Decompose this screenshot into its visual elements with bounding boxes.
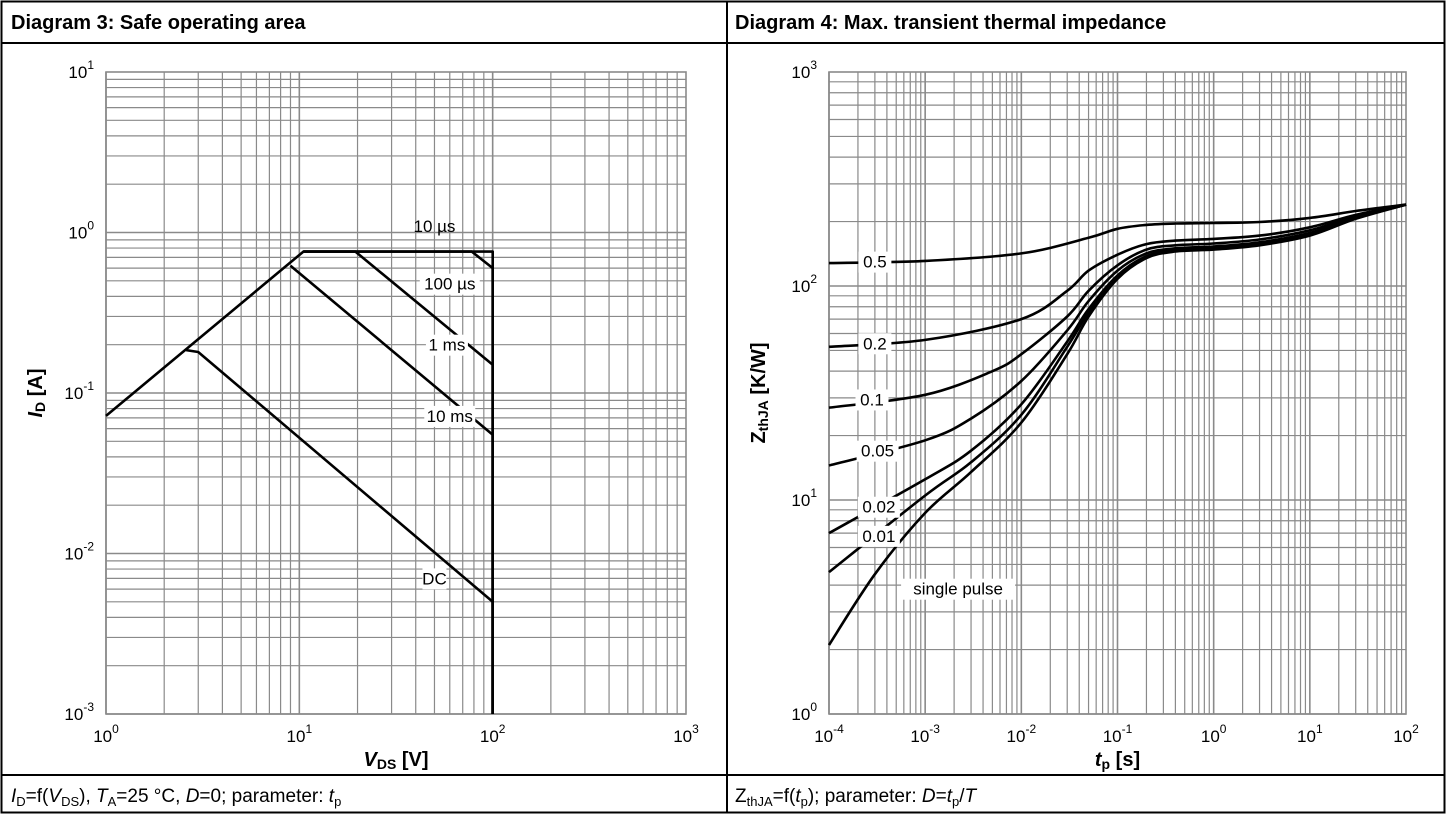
zth-curve-labels: 0.5 0.2 0.1 0.05 0.02 0.01 single pulse: [855, 251, 1016, 600]
soa-y-ticks: 10-3 10-2 10-1 100 101: [64, 58, 94, 724]
zth-x-ticks: 10-4 10-3 10-2 10-1 100 101 102: [814, 722, 1419, 746]
zth-y-axis-title: ZthJA [K/W]: [748, 342, 771, 443]
diagram-4-caption: ZthJA=f(tp); parameter: D=tp/T: [735, 786, 978, 809]
curve-0-1: [828, 203, 1407, 409]
curve-label-text: 0.01: [862, 527, 895, 546]
curve-label-backdrop: [424, 405, 476, 427]
curve-0-05: [828, 203, 1407, 467]
x-tick-label: 10-3: [910, 722, 940, 746]
x-tick-label: 101: [287, 722, 313, 746]
y-tick-label: 10-1: [64, 379, 94, 403]
curve-label-text: 0.1: [860, 390, 884, 409]
curve-label: 0.01: [857, 525, 900, 547]
zth-grid: [828, 71, 1407, 715]
x-tick-label: 102: [1393, 722, 1419, 746]
x-tick-label: 102: [480, 722, 506, 746]
curve-label-text: single pulse: [913, 580, 1003, 599]
y-tick-label: 101: [68, 58, 94, 82]
diagram-3-caption: ID=f(VDS), TA=25 °C, D=0; parameter: tp: [11, 786, 341, 809]
curve-label: 0.02: [857, 496, 900, 518]
curve-label: 0.05: [856, 440, 899, 462]
diagram-4-title: Diagram 4: Max. transient thermal impeda…: [735, 12, 1166, 34]
soa-grid: [105, 71, 687, 715]
curve-single-pulse: [827, 203, 1407, 646]
zth-x-axis-title: tp [s]: [1095, 749, 1140, 772]
y-tick-label: 101: [791, 486, 817, 510]
x-tick-label: 101: [1297, 722, 1323, 746]
soa-curves: [105, 250, 494, 714]
curve-label-text: 0.2: [863, 334, 887, 353]
curve-label-backdrop: [858, 333, 892, 355]
soa-chart: 10 µs 100 µs 1 ms 10 ms DC 100 101 102 103 10-3…: [25, 58, 699, 772]
curve-label-backdrop: [425, 334, 468, 356]
curve-label: single pulse: [901, 578, 1016, 600]
curve-label-text: 1 ms: [429, 336, 466, 355]
curve-label-text: 10 ms: [427, 407, 473, 426]
curve-label-backdrop: [856, 440, 899, 462]
curve-label: 0.2: [858, 333, 892, 355]
curve-label-backdrop: [857, 496, 900, 518]
curve-label: DC: [422, 568, 447, 590]
curve-label: 0.1: [855, 389, 889, 411]
curve-label: 100 µs: [419, 273, 480, 295]
diagram-3-title: Diagram 3: Safe operating area: [11, 12, 306, 34]
curve-label-backdrop: [422, 568, 447, 590]
curve-0-2: [828, 203, 1407, 349]
soa-x-axis-title: VDS [V]: [363, 749, 428, 772]
curve-label-backdrop: [901, 578, 1016, 600]
x-tick-label: 10-2: [1007, 722, 1037, 746]
x-tick-label: 103: [673, 722, 699, 746]
x-tick-label: 100: [1201, 722, 1227, 746]
zth-curves: [827, 203, 1407, 646]
curve-label: 10 µs: [413, 217, 455, 236]
curve-0-5: [828, 203, 1407, 265]
curve-label: 10 ms: [424, 405, 476, 427]
x-tick-label: 10-4: [814, 722, 844, 746]
curve-label: 1 ms: [425, 334, 468, 356]
curve-label-backdrop: [855, 389, 889, 411]
curve-label-text: 10 µs: [413, 217, 455, 236]
curve-label-backdrop: [419, 273, 480, 295]
x-tick-label: 10-1: [1103, 722, 1133, 746]
curve-label-text: 100 µs: [424, 275, 475, 294]
y-tick-label: 10-2: [64, 540, 94, 564]
curve-label-text: DC: [422, 569, 447, 588]
y-tick-label: 100: [791, 700, 817, 724]
soa-curve-labels: 10 µs 100 µs 1 ms 10 ms DC: [413, 217, 480, 590]
soa-y-axis-title: ID [A]: [25, 368, 48, 417]
zth-y-ticks: 100 101 102 103: [791, 58, 817, 724]
curve-label-backdrop: [857, 525, 900, 547]
curve-label-backdrop: [858, 251, 892, 273]
curve-dc: [185, 348, 494, 714]
plot-border: [105, 71, 687, 715]
curve-label-text: 0.02: [862, 498, 895, 517]
x-tick-label: 100: [93, 722, 119, 746]
y-tick-label: 100: [68, 219, 94, 243]
curve-label-text: 0.05: [861, 442, 894, 461]
soa-x-ticks: 100 101 102 103: [93, 722, 699, 746]
curve-label: 0.5: [858, 251, 892, 273]
y-tick-label: 10-3: [64, 700, 94, 724]
curve-label-text: 0.5: [863, 253, 887, 272]
plot-border: [828, 71, 1407, 715]
y-tick-label: 102: [791, 272, 817, 296]
y-tick-label: 103: [791, 58, 817, 82]
